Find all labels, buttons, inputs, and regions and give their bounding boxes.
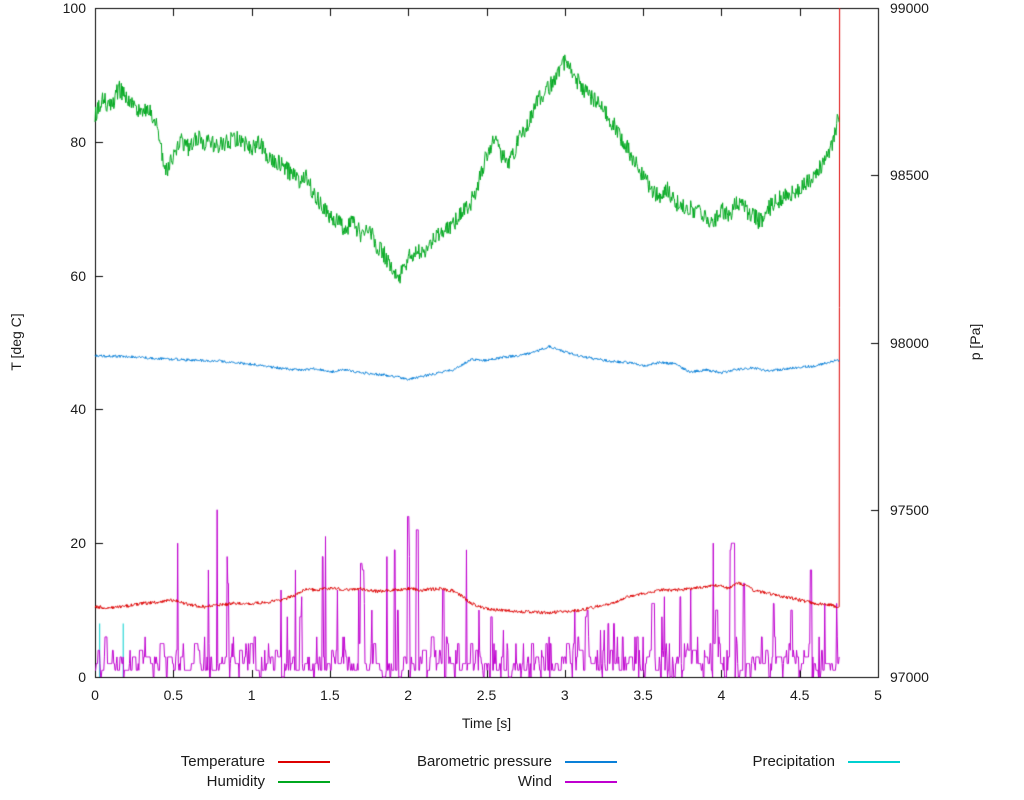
chart-plot-canvas bbox=[0, 0, 1024, 800]
weather-timeseries-chart: T [deg C] p [Pa] Time [s] Temperature Ba… bbox=[0, 0, 1024, 800]
